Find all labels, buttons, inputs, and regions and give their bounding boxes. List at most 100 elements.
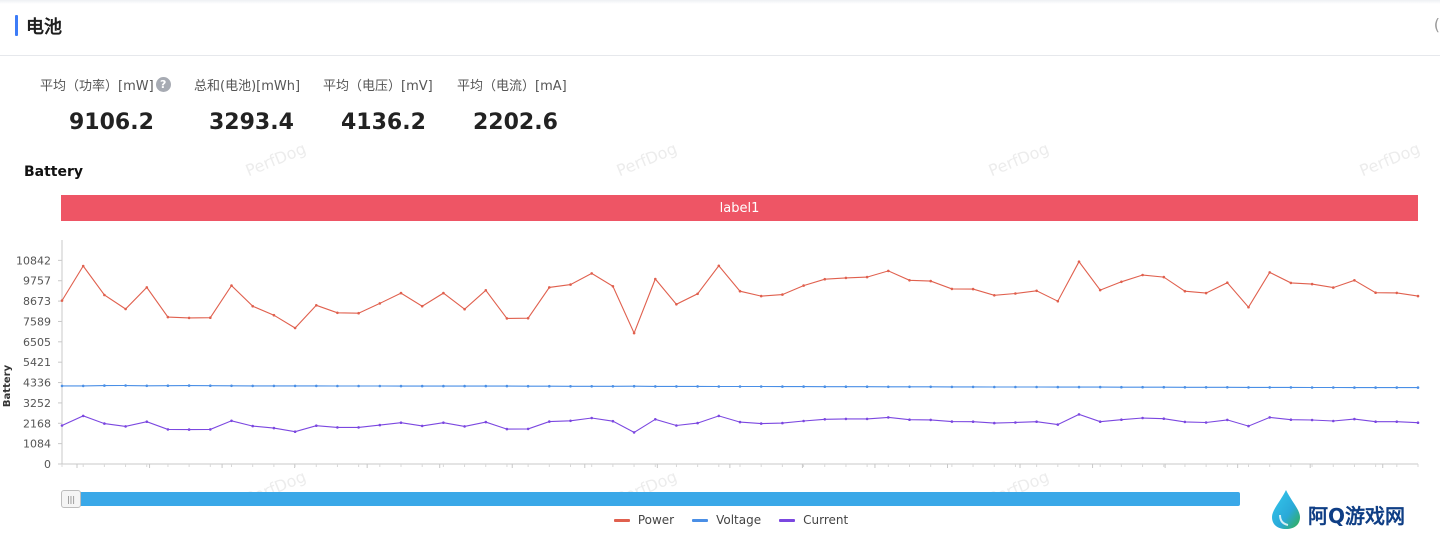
data-point-power: [484, 289, 488, 292]
data-point-power: [865, 275, 869, 279]
data-point-current: [1226, 418, 1229, 422]
data-point-voltage: [166, 384, 170, 387]
data-point-voltage: [1310, 386, 1314, 389]
data-point-power: [1183, 289, 1187, 293]
stat-total-battery: 总和(电池)[mWh] 3293.4: [194, 74, 301, 136]
data-point-power: [887, 269, 890, 273]
data-point-voltage: [590, 385, 593, 388]
x-tick-label: 09:12: [641, 473, 673, 475]
data-point-power: [717, 264, 721, 268]
data-point-voltage: [484, 384, 488, 388]
x-tick-label: 02:18: [206, 473, 238, 475]
data-point-voltage: [1162, 385, 1166, 389]
data-point-current: [1247, 424, 1250, 428]
data-point-voltage: [230, 384, 233, 388]
x-tick-label: 16:06: [1077, 473, 1109, 475]
data-point-voltage: [823, 385, 827, 388]
stat-value: 4136.2: [341, 110, 426, 135]
water-drop-icon: [1272, 490, 1300, 529]
data-point-voltage: [399, 384, 403, 388]
expand-icon[interactable]: (: [1433, 15, 1440, 34]
data-point-current: [971, 420, 975, 423]
data-point-power: [442, 291, 445, 295]
data-point-current: [654, 418, 657, 421]
data-point-voltage: [420, 384, 424, 388]
help-icon[interactable]: ?: [155, 76, 171, 92]
legend-swatch: [692, 518, 709, 522]
section-title: 电池: [26, 17, 62, 38]
legend-item-power[interactable]: Power: [613, 513, 674, 527]
data-point-voltage: [1183, 386, 1187, 389]
y-tick-label: 7589: [23, 315, 51, 328]
legend-label: Current: [803, 513, 849, 527]
legend-swatch: [779, 518, 796, 522]
legend-item-current[interactable]: Current: [779, 513, 848, 527]
stat-value: 9106.2: [69, 110, 154, 135]
data-point-power: [971, 287, 975, 291]
data-point-power: [1035, 289, 1038, 293]
data-point-current: [1162, 417, 1166, 420]
data-point-current: [293, 430, 297, 433]
stat-label: 总和(电池)[mWh]: [194, 78, 301, 94]
zoom-slider-handle[interactable]: |||: [61, 490, 81, 508]
y-tick-label: 1084: [23, 438, 51, 451]
x-tick-label: 06:54: [496, 473, 528, 475]
data-point-current: [103, 422, 106, 425]
data-point-power: [569, 283, 572, 286]
legend-label: Voltage: [716, 513, 762, 527]
x-tick-label: 13:48: [932, 473, 964, 475]
data-point-voltage: [145, 384, 149, 388]
watermark: PerfDog: [242, 138, 309, 181]
data-point-current: [420, 424, 424, 428]
data-point-current: [357, 426, 360, 429]
data-point-power: [251, 304, 254, 308]
zoom-slider-track[interactable]: [62, 492, 1240, 506]
data-point-current: [802, 419, 805, 423]
data-point-current: [759, 422, 763, 425]
data-point-power: [505, 317, 509, 320]
data-point-voltage: [81, 384, 85, 388]
watermark: PerfDog: [1356, 138, 1423, 181]
data-point-power: [463, 307, 466, 311]
data-point-voltage: [1056, 385, 1060, 389]
data-point-power: [1332, 286, 1335, 289]
x-tick-label: 11:30: [787, 473, 819, 475]
x-tick-label: 18:24: [1222, 473, 1254, 475]
data-point-voltage: [993, 385, 996, 389]
data-point-voltage: [717, 385, 721, 388]
y-tick-label: 10842: [16, 254, 51, 267]
data-point-power: [230, 284, 233, 287]
data-point-power: [357, 311, 360, 315]
section-accent-bar: [15, 15, 18, 36]
data-point-voltage: [781, 385, 784, 388]
brand-text: 阿Q游戏网: [1308, 504, 1406, 528]
data-point-voltage: [1035, 385, 1038, 389]
data-point-power: [950, 287, 954, 291]
data-point-voltage: [378, 384, 382, 388]
data-point-power: [526, 316, 530, 320]
data-point-power: [611, 285, 615, 288]
data-point-voltage: [675, 385, 678, 388]
data-point-current: [590, 416, 593, 420]
data-point-power: [315, 304, 318, 307]
data-point-current: [548, 420, 551, 423]
data-point-power: [1247, 305, 1250, 309]
data-point-power: [1416, 294, 1420, 298]
data-point-current: [632, 431, 636, 434]
data-point-current: [1183, 420, 1187, 424]
legend-item-voltage[interactable]: Voltage: [692, 513, 761, 527]
data-point-power: [1374, 291, 1377, 294]
data-point-power: [1395, 291, 1399, 295]
x-tick-label: 10:21: [714, 473, 746, 475]
data-point-power: [929, 279, 932, 283]
label-band[interactable]: label1: [61, 195, 1418, 221]
data-point-voltage: [1098, 385, 1102, 389]
data-point-current: [908, 418, 911, 421]
data-point-current: [1056, 423, 1060, 426]
site-logo: 阿Q游戏网: [1268, 486, 1418, 532]
data-point-current: [675, 424, 678, 427]
data-point-current: [1014, 421, 1017, 424]
x-tick-label: 19:33: [1294, 473, 1326, 475]
data-point-current: [569, 419, 572, 423]
data-point-voltage: [802, 385, 805, 388]
